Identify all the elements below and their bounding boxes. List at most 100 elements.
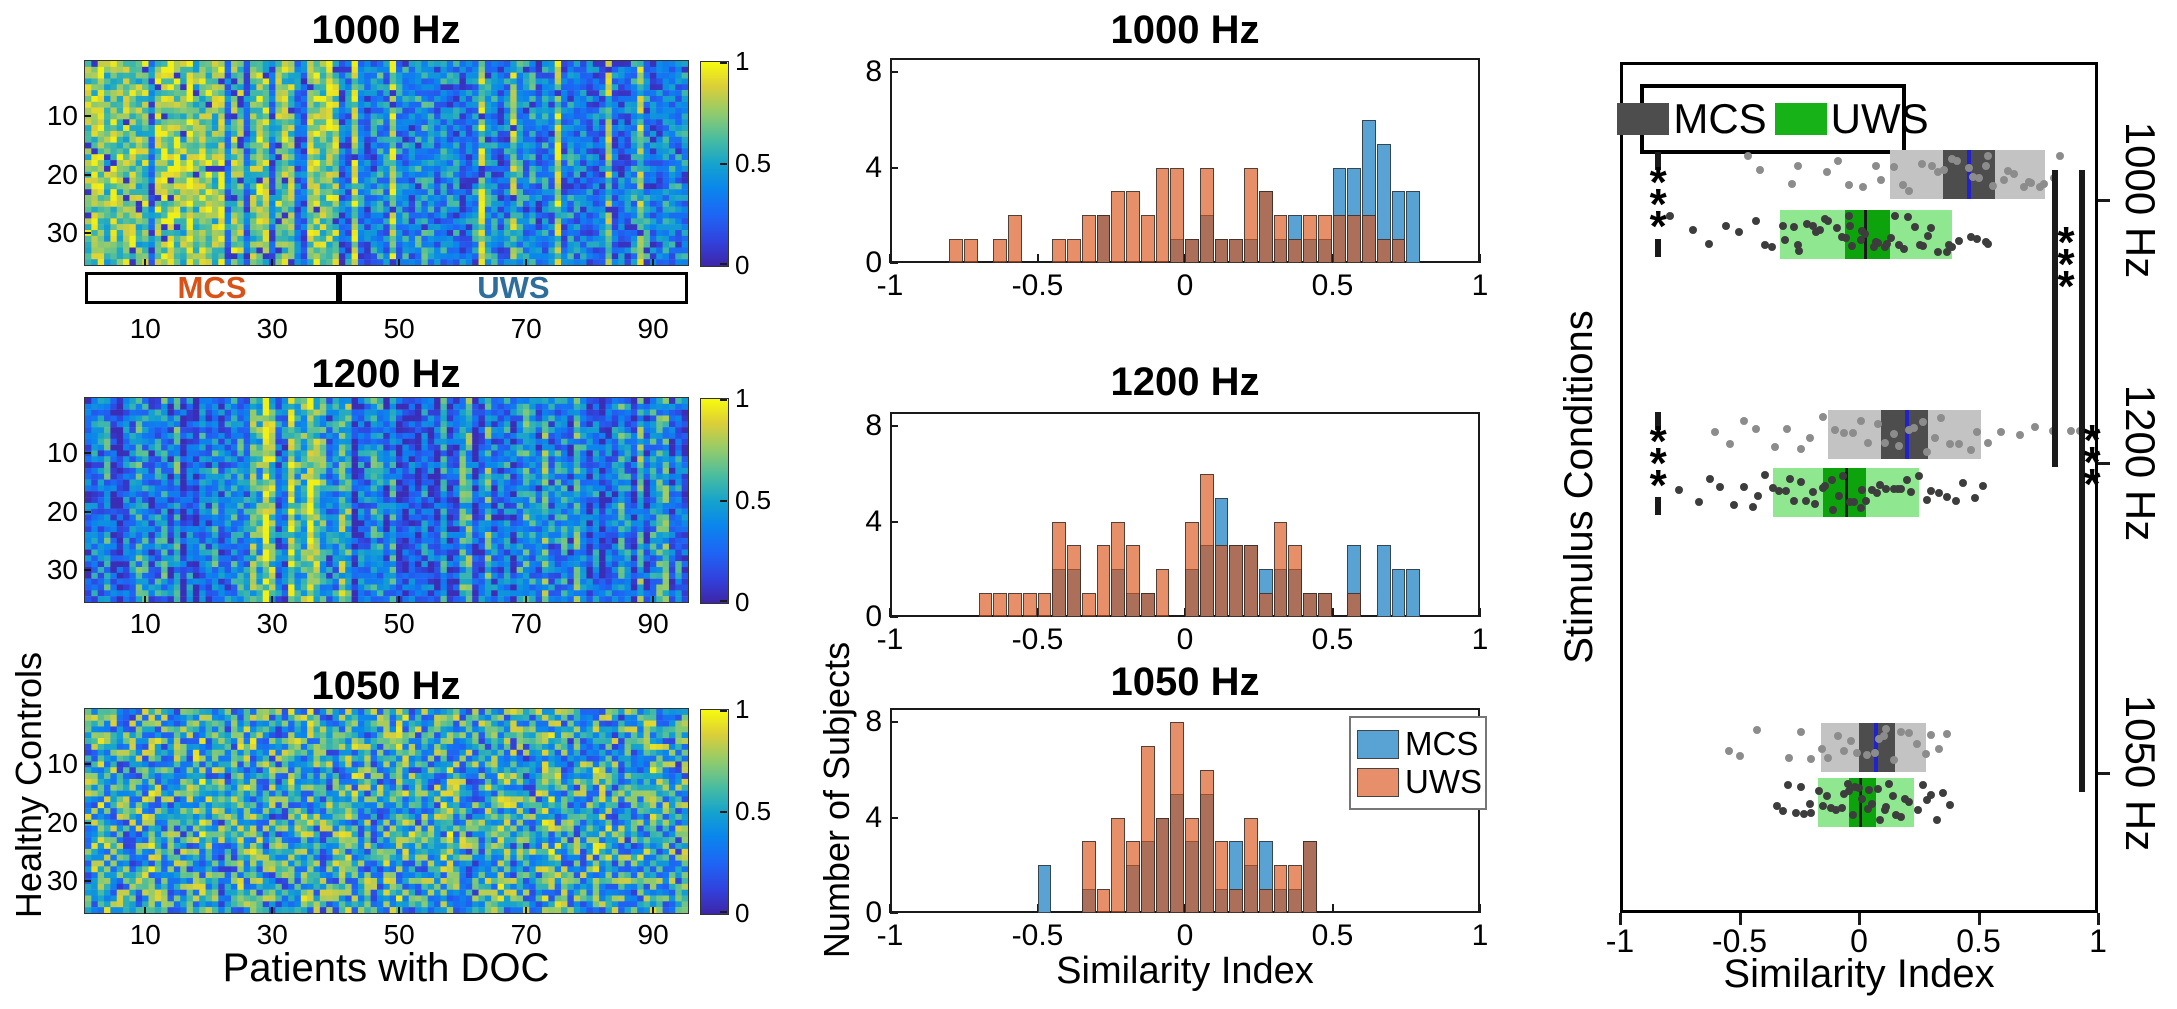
hist-bar-uws xyxy=(1140,215,1155,264)
hist-y-tick xyxy=(890,616,898,618)
hist-bar-uws xyxy=(1244,545,1258,617)
boxplot-data-dot-uws xyxy=(1903,476,1912,485)
heatmap-x-tick-label: 50 xyxy=(383,313,415,344)
boxplot-data-dot-uws xyxy=(1802,497,1811,506)
boxplot-data-dot-mcs xyxy=(1952,156,1961,165)
boxplot-data-dot-uws xyxy=(1891,211,1900,220)
heatmap-y-tick xyxy=(84,510,91,513)
hist-y-tick xyxy=(890,425,898,427)
hist-x-tick-label: -1 xyxy=(876,269,904,302)
boxplot-data-dot-mcs xyxy=(1975,173,1984,182)
boxplot-data-dot-uws xyxy=(1783,780,1792,789)
heatmap-image-1200hz xyxy=(84,397,689,603)
boxplot-data-dot-uws xyxy=(1867,485,1876,494)
boxplot-data-dot-uws xyxy=(1947,243,1956,252)
significance-star: * xyxy=(1649,157,1667,207)
hist-x-tick-label: 1 xyxy=(1471,269,1489,302)
hist-x-axis-label: Similarity Index xyxy=(1056,950,1314,992)
boxplot-data-dot-uws xyxy=(1706,474,1715,483)
heatmap-x-tick xyxy=(398,259,401,266)
hist-y-tick xyxy=(890,816,898,819)
boxplot-data-dot-uws xyxy=(1905,797,1914,806)
hist-legend-item-uws: UWS xyxy=(1357,763,1482,801)
heatmap-x-tick xyxy=(525,907,528,914)
hist-y-tick-label: 8 xyxy=(865,55,882,88)
heatmap-x-tick-label: 30 xyxy=(256,919,288,950)
significance-star: * xyxy=(2083,460,2101,509)
sig-line-1000-1200 xyxy=(2052,170,2058,467)
hist-bar-uws xyxy=(1273,865,1288,914)
hist-bar-uws xyxy=(1303,215,1317,264)
heatmap-y-tick xyxy=(84,115,91,118)
boxplot-x-axis-label: Similarity Index xyxy=(1723,952,1995,996)
hist-bar-uws xyxy=(1185,817,1199,913)
boxplot-data-dot-uws xyxy=(1882,239,1891,248)
hist-bar-uws xyxy=(993,239,1008,263)
hist-x-tick xyxy=(1331,608,1334,617)
boxplot-data-dot-uws xyxy=(1914,471,1923,480)
boxplot-data-dot-uws xyxy=(1984,240,1993,249)
boxplot-data-dot-mcs xyxy=(1954,440,1963,449)
hist-bar-uws xyxy=(1214,239,1229,263)
boxplot-data-dot-uws xyxy=(1789,222,1798,231)
boxplot-data-dot-mcs xyxy=(1807,754,1816,763)
boxplot-data-dot-uws xyxy=(1845,211,1854,220)
hist-bar-uws xyxy=(1126,545,1140,617)
boxplot-data-dot-mcs xyxy=(1943,729,1952,738)
boxplot-data-dot-uws xyxy=(1933,248,1942,257)
heatmap-y-tick xyxy=(84,173,91,176)
hist-title-1200hz: 1200 Hz xyxy=(1110,360,1260,404)
boxplot-data-dot-uws xyxy=(1869,242,1878,251)
boxplot-data-dot-uws xyxy=(1875,816,1884,825)
hist-bar-uws xyxy=(1081,215,1096,264)
heatmap-y-tick-label: 20 xyxy=(46,495,78,527)
boxplot-data-dot-uws xyxy=(1773,802,1782,811)
heatmap-x-tick xyxy=(271,907,274,914)
hist-bar-uws xyxy=(1199,167,1214,263)
boxplot-data-dot-mcs xyxy=(1784,753,1793,762)
sig-left-stars: * * * xyxy=(1644,419,1672,508)
boxplot-data-dot-uws xyxy=(1861,230,1870,239)
boxplot-data-dot-mcs xyxy=(2066,426,2075,435)
boxplot-legend-item-mcs: MCS xyxy=(1617,95,1767,143)
boxplot-data-dot-uws xyxy=(1721,222,1730,231)
hist-bar-uws xyxy=(1288,239,1303,263)
hist-bar-uws xyxy=(1067,239,1081,263)
hist-bar-mcs xyxy=(1406,191,1421,263)
hist-bar-uws xyxy=(1229,545,1244,617)
boxplot-data-dot-uws xyxy=(1811,500,1820,509)
hist-x-tick xyxy=(889,608,891,617)
boxplot-data-dot-uws xyxy=(1846,221,1854,230)
hist-x-tick-label: 0.5 xyxy=(1311,623,1354,656)
hist-bar-uws xyxy=(1067,545,1081,617)
boxplot-data-dot-mcs xyxy=(1849,429,1858,438)
hist-bar-uws xyxy=(1258,191,1273,263)
hist-bar-uws xyxy=(1376,239,1391,263)
boxplot-data-dot-uws xyxy=(1794,247,1803,256)
boxplot-data-dot-mcs xyxy=(1972,428,1981,437)
hist-bar-uws xyxy=(1391,239,1406,263)
heatmap-colorbar-tick-label: 1 xyxy=(735,383,750,413)
hist-bar-uws xyxy=(1037,593,1052,617)
boxplot-data-dot-mcs xyxy=(1818,412,1827,421)
boxplot-data-dot-uws xyxy=(1971,493,1980,502)
boxplot-data-dot-mcs xyxy=(2020,182,2029,191)
boxplot-data-dot-mcs xyxy=(1770,442,1779,451)
sig-left-stars: * * * xyxy=(1644,157,1672,249)
boxplot-data-dot-mcs xyxy=(2056,151,2065,160)
hist-x-tick-label: 0.5 xyxy=(1311,919,1354,952)
hist-bar-uws xyxy=(1155,167,1170,263)
boxplot-data-dot-uws xyxy=(1868,799,1877,808)
group-bracket-uws: UWS xyxy=(338,270,688,305)
heatmap-x-tick xyxy=(398,596,401,603)
hist-bar-uws xyxy=(1199,473,1214,618)
boxplot-data-dot-mcs xyxy=(1899,181,1908,190)
heatmap-colorbar-tick-label: 0.5 xyxy=(735,796,772,826)
boxplot-data-dot-mcs xyxy=(1966,446,1975,454)
hist-bar-uws xyxy=(1140,745,1155,913)
heatmap-y-tick xyxy=(84,231,91,234)
boxplot-data-dot-uws xyxy=(1972,234,1981,243)
heatmap-x-tick-label: 10 xyxy=(129,313,161,344)
hist-bar-uws xyxy=(1244,817,1258,913)
boxplot-data-dot-mcs xyxy=(1846,736,1855,745)
